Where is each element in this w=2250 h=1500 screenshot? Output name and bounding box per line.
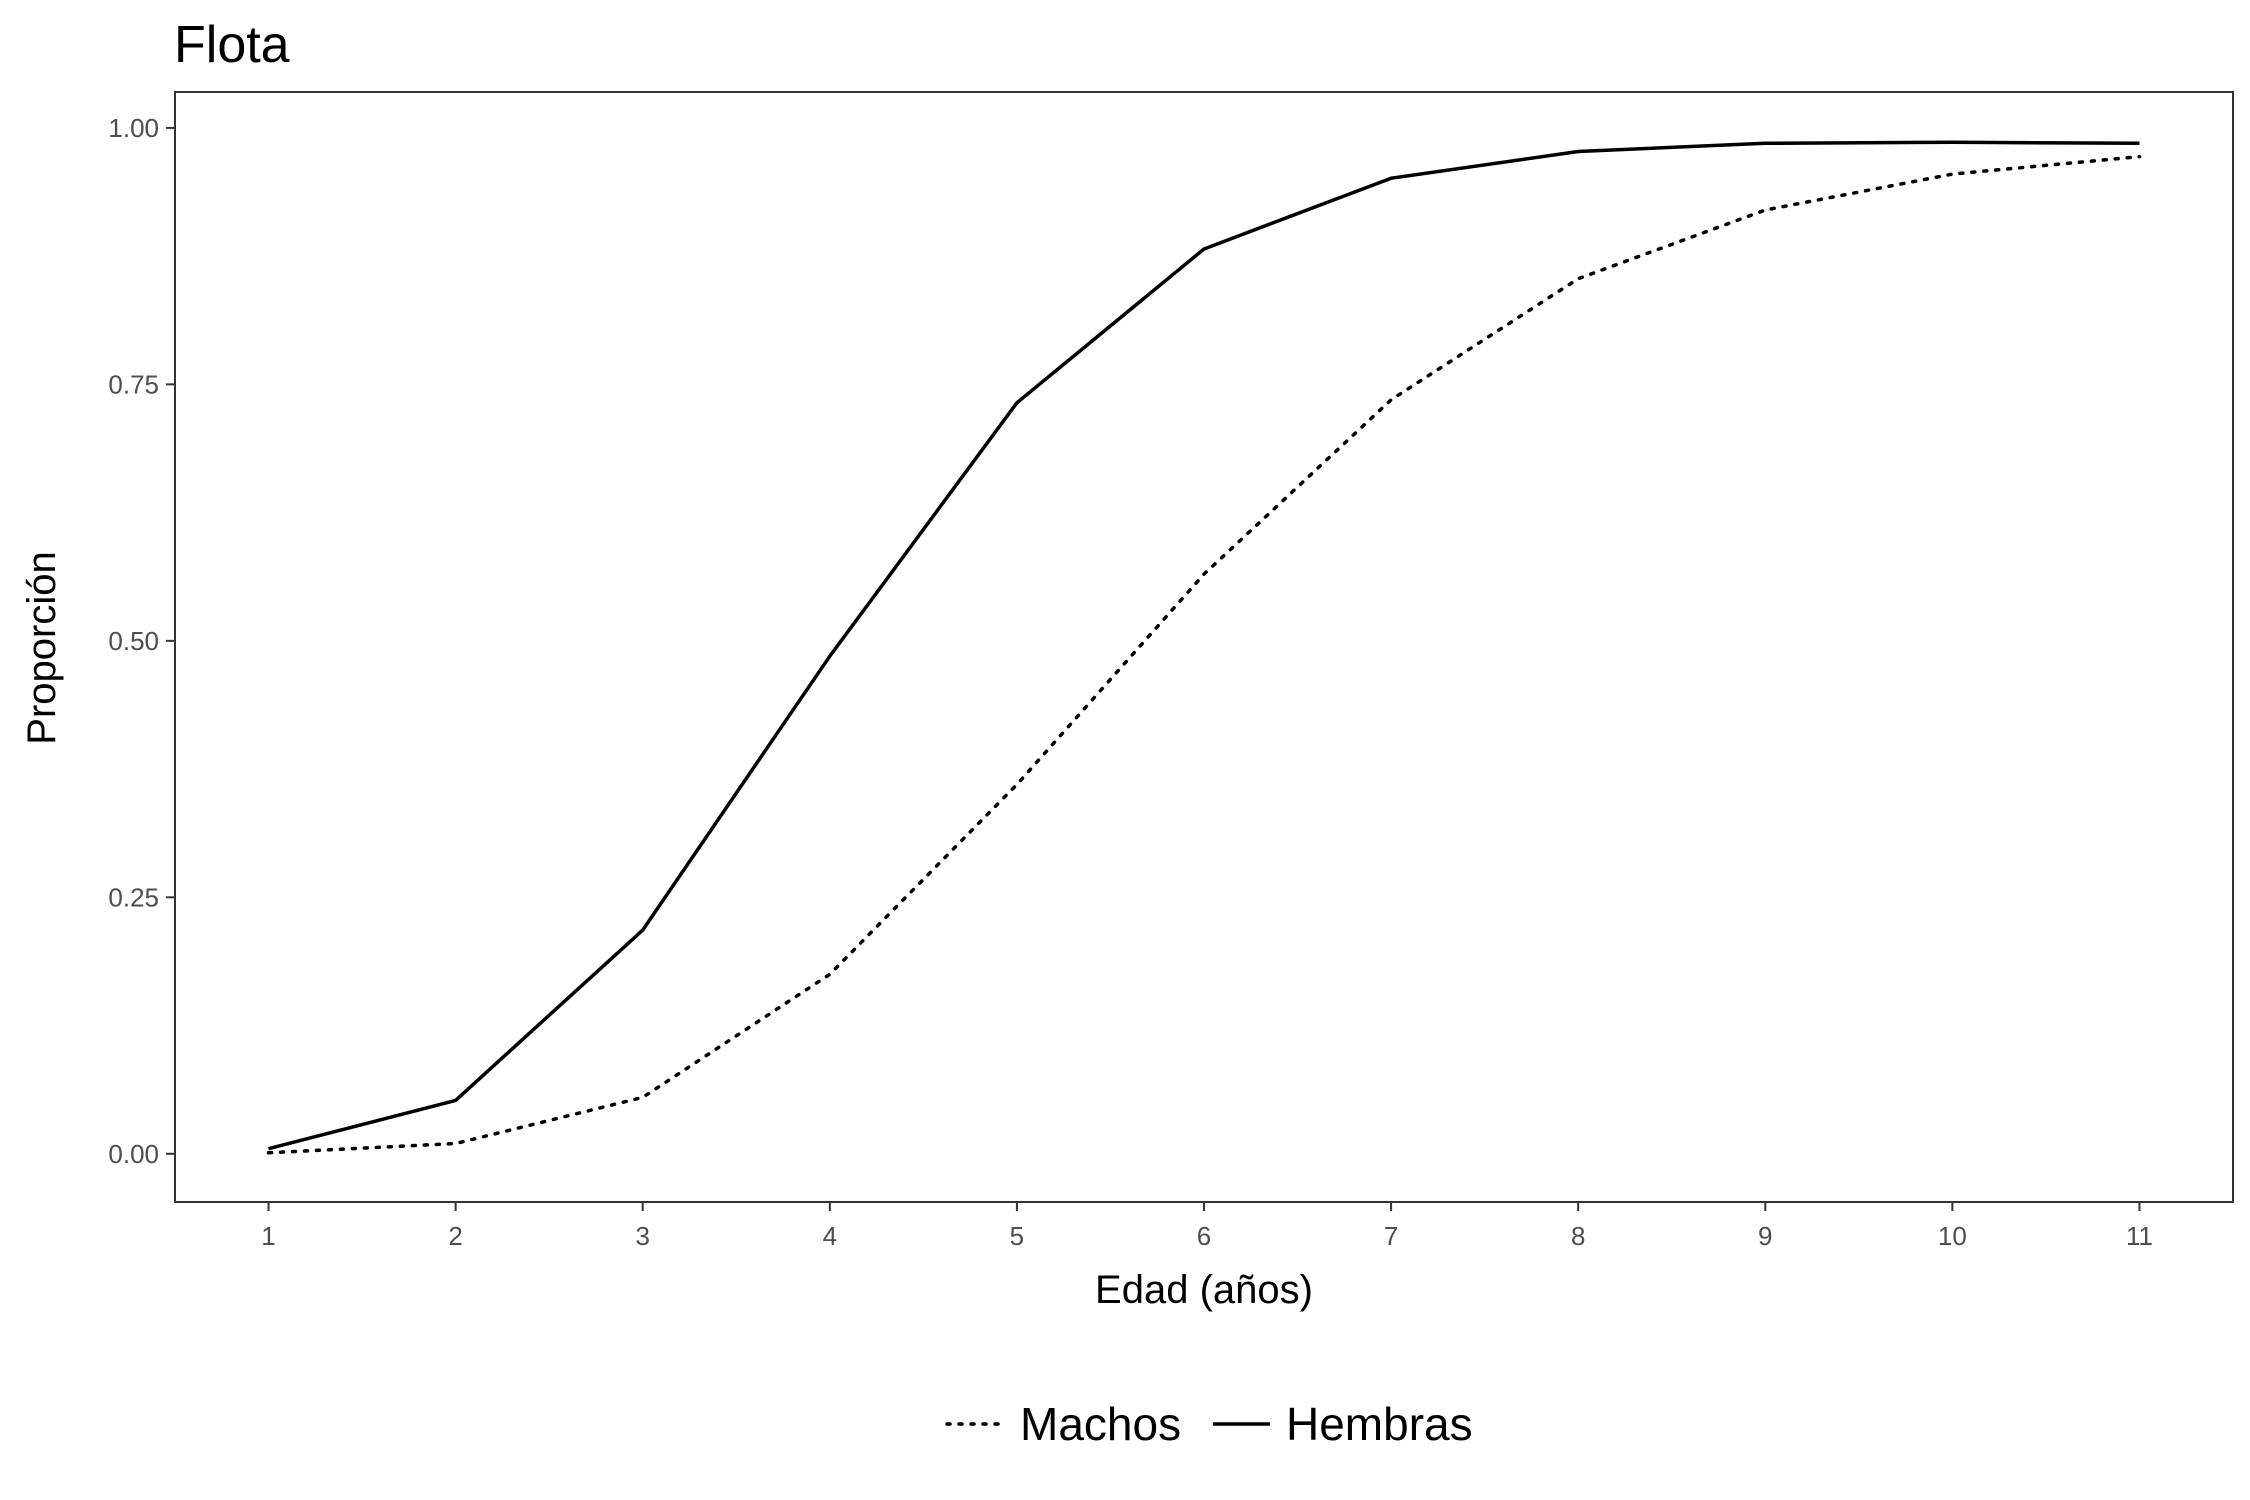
legend-label-hembras: Hembras bbox=[1286, 1398, 1473, 1450]
y-tick-label: 1.00 bbox=[108, 113, 159, 143]
chart-title: Flota bbox=[174, 16, 290, 74]
x-tick-label: 5 bbox=[1010, 1221, 1024, 1251]
y-tick-label: 0.75 bbox=[108, 369, 159, 399]
x-axis: 1 2 3 4 5 6 7 8 9 10 11 bbox=[261, 1202, 2153, 1251]
legend-label-machos: Machos bbox=[1020, 1398, 1181, 1450]
series-line-hembras bbox=[268, 140, 2140, 1151]
y-tick-label: 0.50 bbox=[108, 626, 159, 656]
x-tick-label: 3 bbox=[635, 1221, 649, 1251]
x-tick-label: 2 bbox=[448, 1221, 462, 1251]
series-line-machos bbox=[266, 154, 2142, 1155]
x-tick-label: 11 bbox=[2126, 1221, 2153, 1251]
x-tick-label: 10 bbox=[1938, 1221, 1967, 1251]
x-tick-label: 7 bbox=[1384, 1221, 1398, 1251]
x-tick-label: 9 bbox=[1758, 1221, 1772, 1251]
y-tick-label: 0.00 bbox=[108, 1139, 159, 1169]
y-tick-label: 0.25 bbox=[108, 882, 159, 912]
x-tick-label: 8 bbox=[1571, 1221, 1585, 1251]
x-axis-title: Edad (años) bbox=[1095, 1268, 1313, 1312]
series-layer bbox=[266, 140, 2142, 1155]
y-axis-title: Proporción bbox=[20, 551, 64, 744]
plot-panel-border bbox=[174, 91, 2234, 1203]
legend: Machos Hembras bbox=[945, 1398, 1473, 1450]
x-tick-label: 6 bbox=[1197, 1221, 1211, 1251]
x-tick-label: 1 bbox=[261, 1221, 275, 1251]
x-tick-label: 4 bbox=[823, 1221, 837, 1251]
y-axis: 0.00 0.25 0.50 0.75 1.00 bbox=[108, 113, 175, 1169]
